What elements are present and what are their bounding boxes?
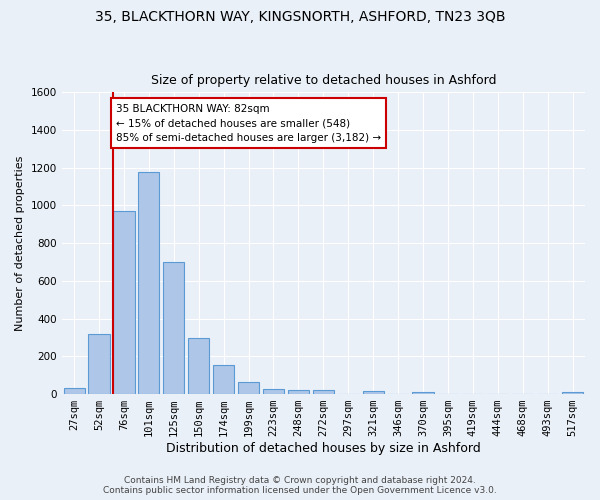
Bar (562, 392, 583, 394)
Title: Size of property relative to detached houses in Ashford: Size of property relative to detached ho… (151, 74, 496, 87)
Bar (313, 390, 334, 394)
Bar (113, 211, 134, 394)
Bar (188, 338, 209, 394)
X-axis label: Distribution of detached houses by size in Ashford: Distribution of detached houses by size … (166, 442, 481, 455)
Text: 35, BLACKTHORN WAY, KINGSNORTH, ASHFORD, TN23 3QB: 35, BLACKTHORN WAY, KINGSNORTH, ASHFORD,… (95, 10, 505, 24)
Bar (138, 172, 160, 394)
Bar (88, 334, 110, 394)
Bar (213, 365, 234, 394)
Bar (163, 262, 184, 394)
Bar (238, 382, 259, 394)
Bar (362, 392, 384, 394)
Y-axis label: Number of detached properties: Number of detached properties (15, 156, 25, 331)
Bar (288, 390, 309, 394)
Bar (263, 390, 284, 394)
Text: 35 BLACKTHORN WAY: 82sqm
← 15% of detached houses are smaller (548)
85% of semi-: 35 BLACKTHORN WAY: 82sqm ← 15% of detach… (116, 104, 381, 143)
Bar (64, 388, 85, 394)
Text: Contains HM Land Registry data © Crown copyright and database right 2024.
Contai: Contains HM Land Registry data © Crown c… (103, 476, 497, 495)
Bar (412, 392, 434, 394)
